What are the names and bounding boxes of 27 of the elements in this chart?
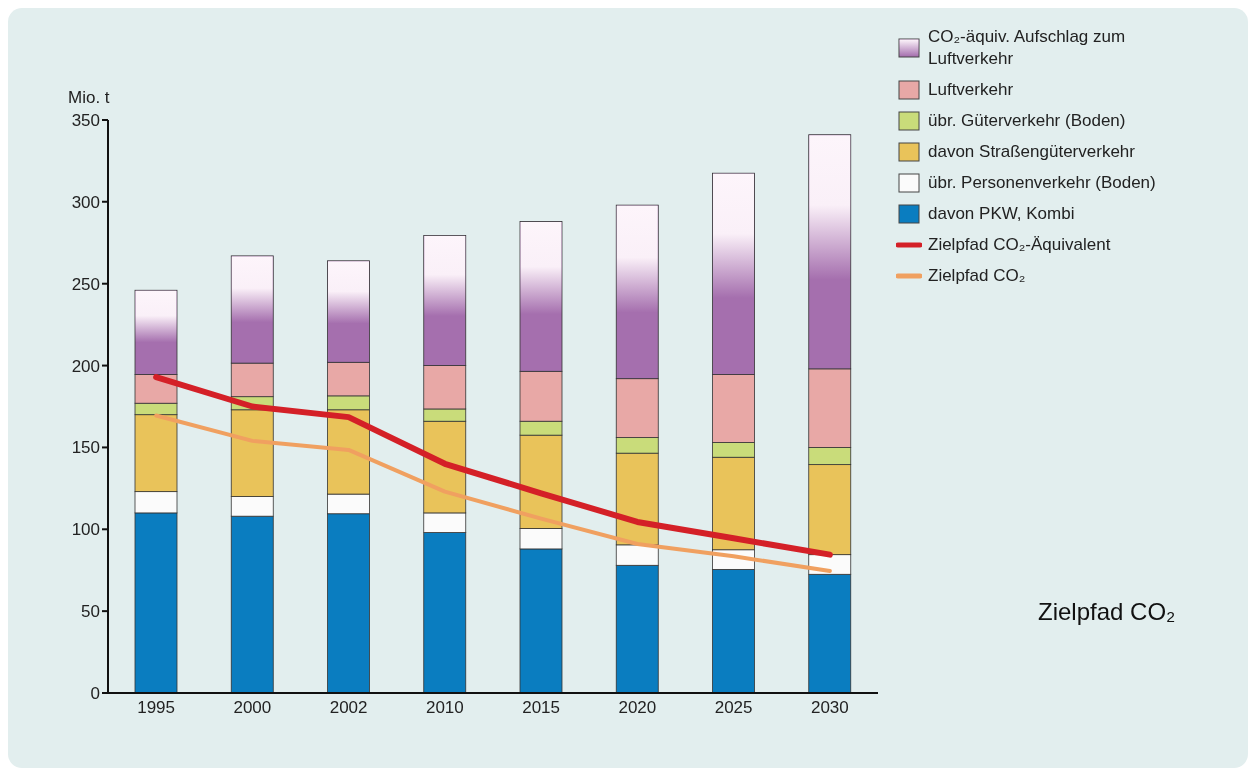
legend-label: davon Straßengüterverkehr [928, 141, 1135, 163]
x-tick-label: 2000 [233, 698, 272, 718]
y-tick-label: 100 [71, 520, 100, 540]
legend-label: CO₂-äquiv. Aufschlag zum Luftverkehr [928, 26, 1127, 70]
y-tick-label: 200 [71, 356, 100, 376]
y-tick-label: 250 [71, 274, 100, 294]
legend-label: Zielpfad CO₂-Äquivalent [928, 234, 1111, 256]
legend-label: Luftverkehr [928, 79, 1014, 101]
y-tick-label: 50 [81, 602, 100, 622]
text: Zielpfad CO₂ [1038, 598, 1176, 626]
y-tick-label: 150 [71, 438, 100, 458]
y-tick-label: 350 [71, 111, 100, 131]
x-tick-label: 2025 [714, 698, 753, 718]
x-tick-label: 2002 [329, 698, 368, 718]
legend-label: Zielpfad CO₂ [928, 265, 1026, 287]
line-series [154, 413, 832, 574]
legend-label: übr. Personenverkehr (Boden) [928, 172, 1156, 194]
y-tick-label: 300 [71, 192, 100, 212]
y-tick-label: 0 [90, 684, 100, 704]
x-tick-label: 2010 [425, 698, 464, 718]
x-tick-label: 2015 [522, 698, 561, 718]
x-tick-label: 2030 [810, 698, 849, 718]
x-tick-label: 1995 [137, 698, 176, 718]
legend-label: davon PKW, Kombi [928, 203, 1075, 225]
x-tick-label: 2020 [618, 698, 657, 718]
legend-label: übr. Güterverkehr (Boden) [928, 110, 1126, 132]
y-axis-title: Mio. t [68, 88, 110, 108]
